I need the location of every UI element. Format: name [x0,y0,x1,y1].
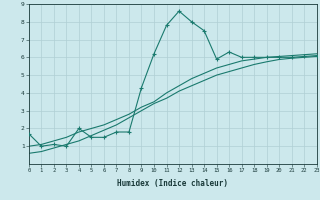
X-axis label: Humidex (Indice chaleur): Humidex (Indice chaleur) [117,179,228,188]
